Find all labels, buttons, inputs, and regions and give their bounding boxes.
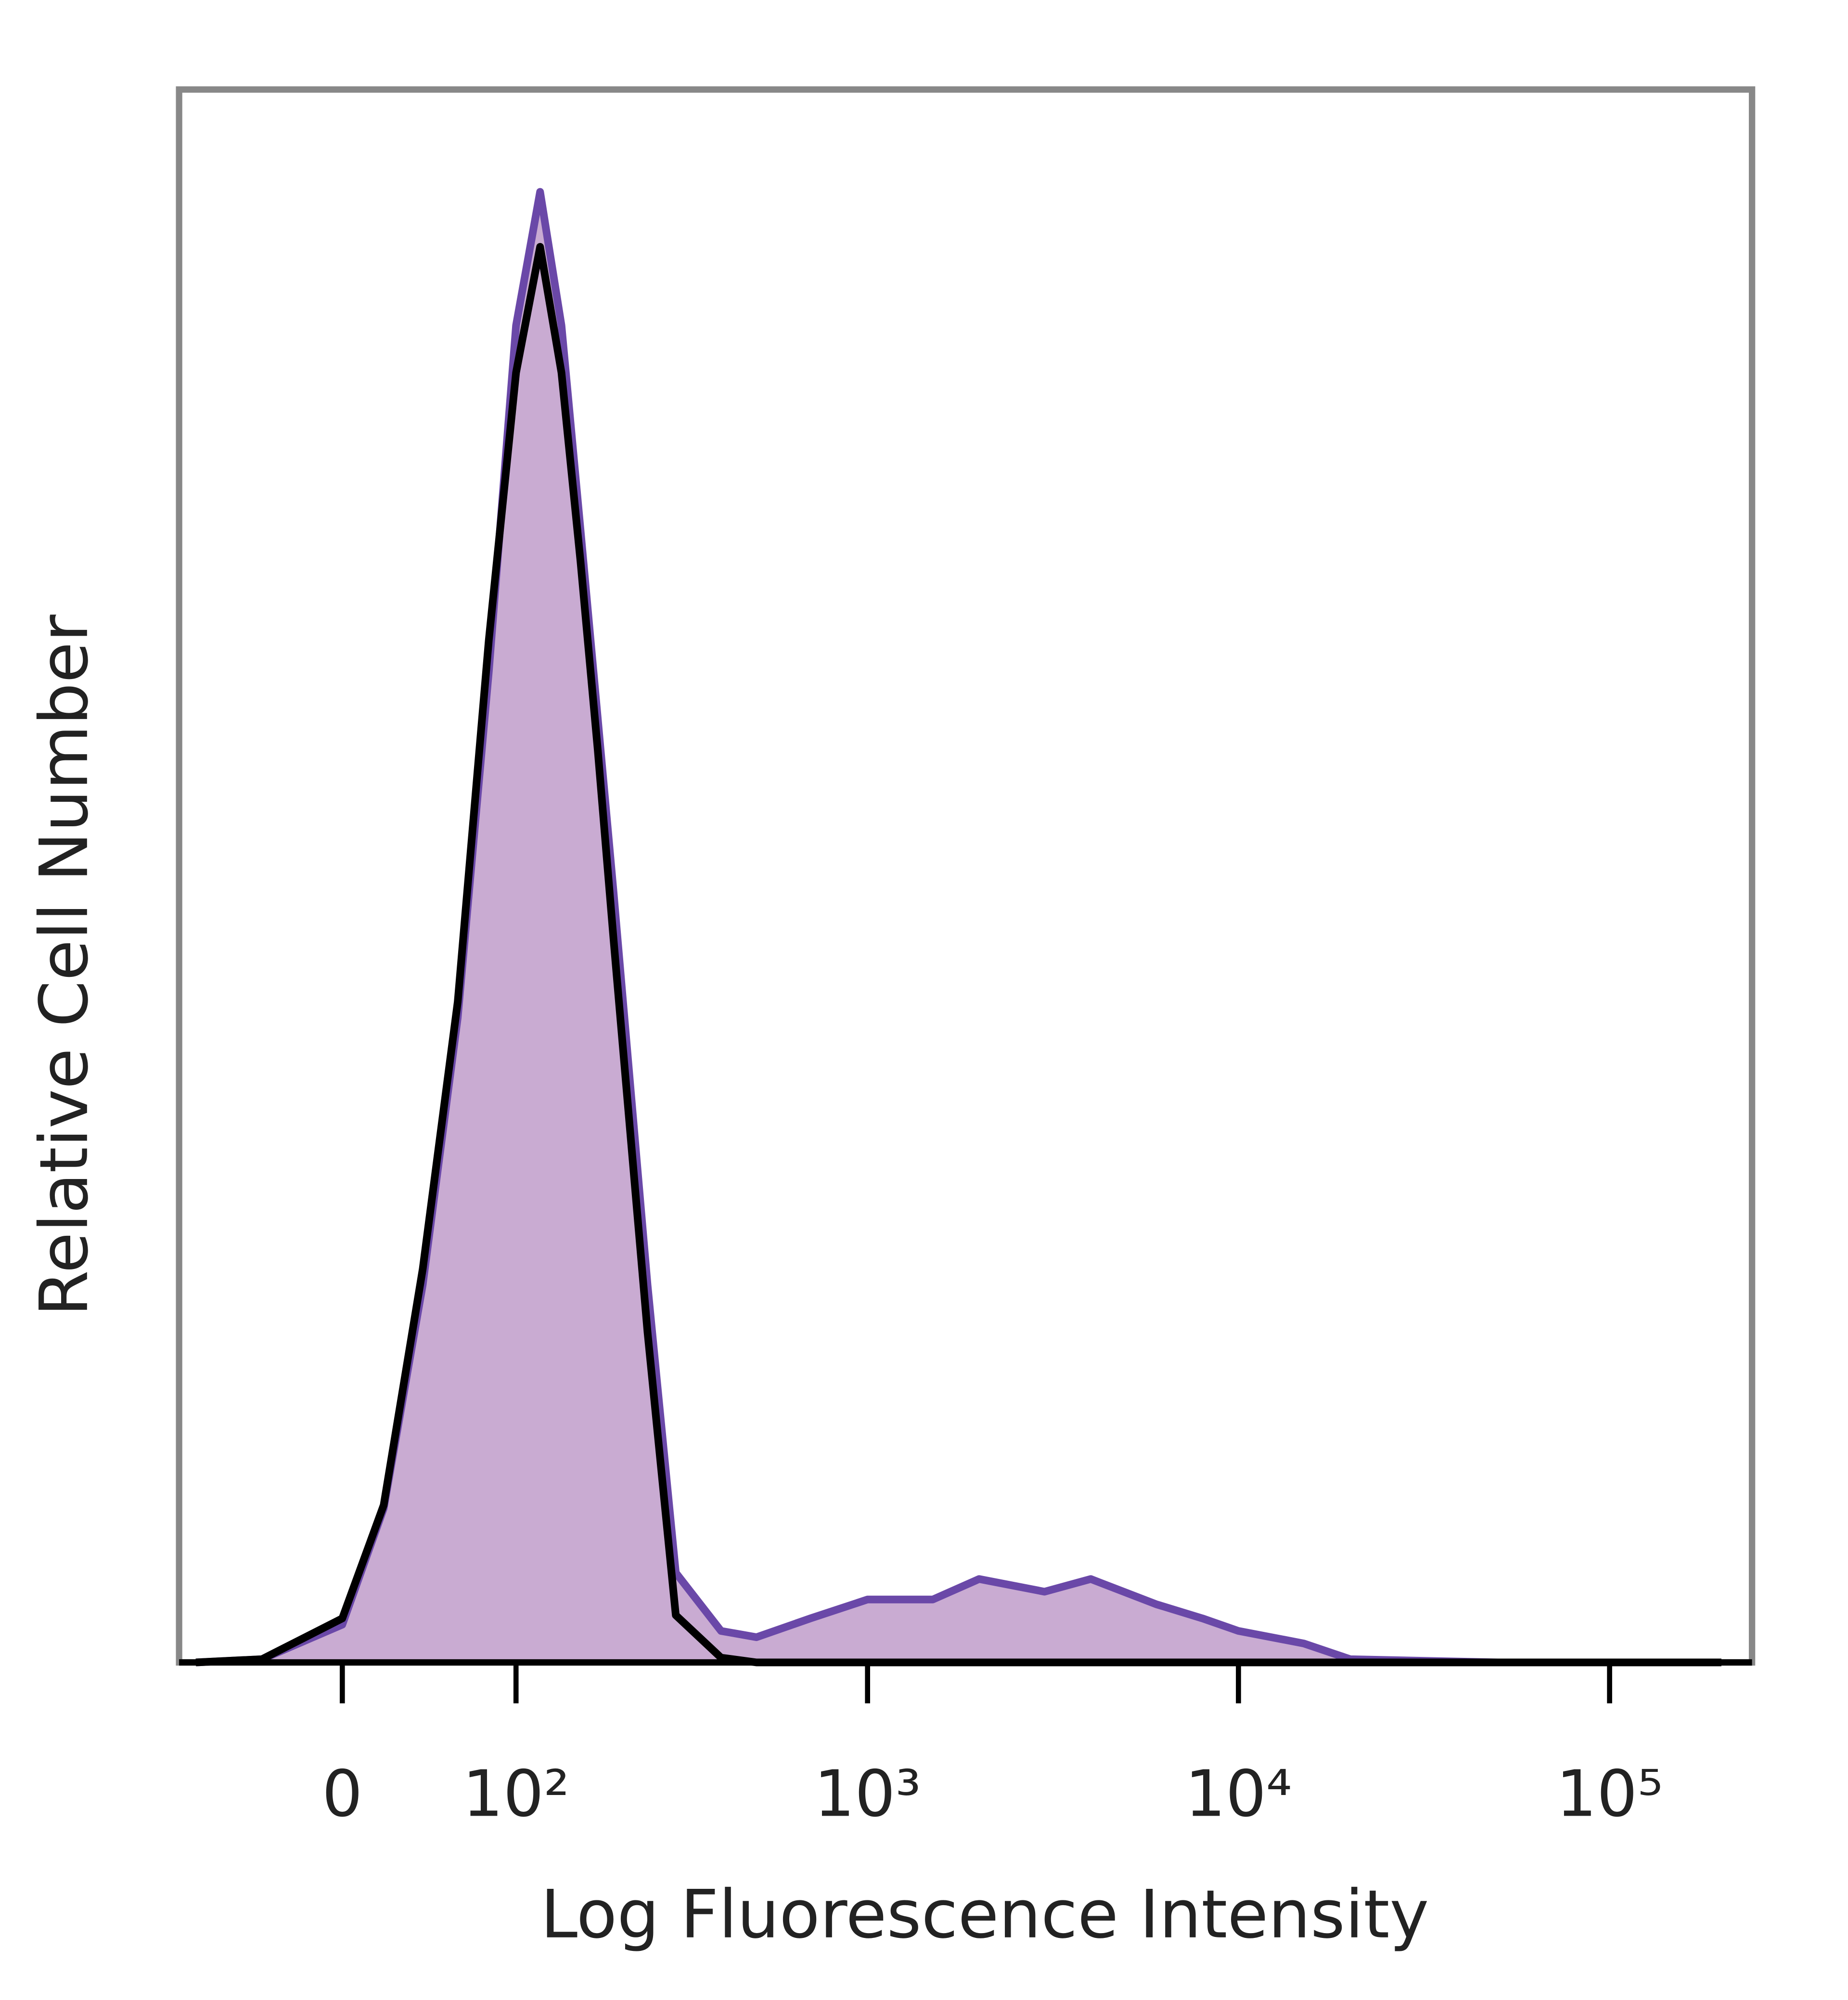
x-tick-label: 0 [322, 1757, 363, 1831]
x-tick-label: 10⁵ [1556, 1757, 1663, 1831]
y-axis-label: Relative Cell Number [26, 615, 103, 1316]
x-tick-label: 10² [462, 1757, 569, 1831]
x-tick-label: 10³ [814, 1757, 921, 1831]
x-tick-label: 10⁴ [1185, 1757, 1292, 1831]
x-axis-label: Log Fluorescence Intensity [540, 1876, 1429, 1953]
